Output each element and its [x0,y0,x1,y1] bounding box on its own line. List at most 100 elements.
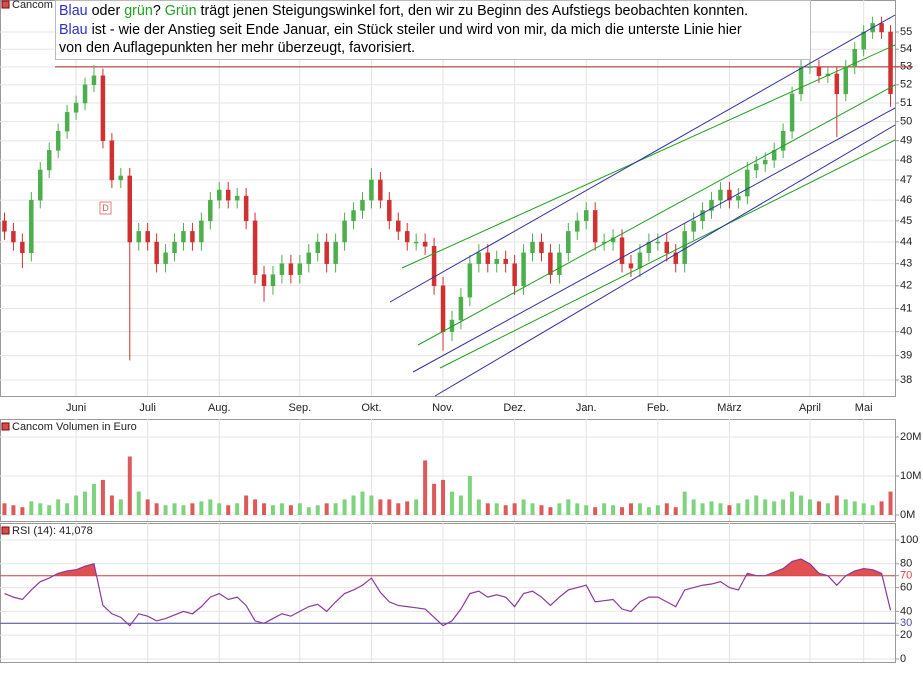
volume-bar [190,503,195,515]
candle-body [843,66,849,95]
volume-bar [47,505,52,515]
volume-bar [333,503,338,515]
candle-body [172,241,177,254]
candle-body [378,179,383,201]
volume-bar [38,503,43,515]
annotation-text: ist - wie der Anstieg seit Ende Januar, … [87,21,742,38]
y-tick-label: 48 [900,154,912,166]
volume-bar [718,503,723,515]
volume-bar [127,456,132,515]
candle-body [181,231,186,243]
candle-body [745,169,750,197]
candle-body [816,66,822,77]
volume-bar [423,460,428,515]
trend-line-green [439,139,896,369]
volume-bar [217,503,222,515]
volume-bar [342,499,347,515]
panel [0,0,896,397]
annotation-text: oder [87,3,125,19]
candle-body [136,231,141,243]
y-tick-label: 49 [900,135,912,147]
legend-swatch [1,0,10,9]
candle-body [440,285,446,332]
volume-bar [100,479,105,515]
volume-bar [664,503,669,515]
volume-bar [360,491,365,515]
volume-bar [288,505,293,515]
y-tick-label: 10M [900,470,921,482]
volume-bar [521,499,526,515]
legend-swatch [1,526,10,535]
candle-body [252,220,258,275]
candle-body [100,75,106,141]
volume-bar [136,491,141,515]
x-tick-label: Juni [66,402,86,414]
trend-lines [389,14,896,397]
chart-title: Cancom Volumen in Euro [12,421,137,433]
candle-body [503,259,508,264]
volume-bar [396,503,401,515]
y-tick-label: 40 [900,326,912,338]
trend-line-blue [434,124,896,397]
volume-bar [790,491,795,515]
volume-bar [297,503,302,515]
candle-body [261,274,267,287]
volume-bar [763,499,768,515]
volume-bar [745,499,750,515]
candle-body [127,175,133,243]
candle-body [530,241,535,254]
candle-body [834,73,840,95]
panel [0,523,896,663]
volume-bar [709,501,714,515]
volume-bar [682,491,687,515]
candle-body [521,252,526,287]
x-tick-label: Sep. [289,402,312,414]
y-tick-label: 60 [900,582,912,594]
volume-bar [181,505,186,515]
candle-body [700,210,705,222]
volume-bar [646,507,651,515]
candle-body [387,199,392,222]
volume-bar [467,476,472,515]
volume-bar [781,499,786,515]
volume-bar [700,503,705,515]
x-tick-label: Feb. [647,402,669,414]
candle-body [789,93,795,132]
volume-bar [530,503,535,515]
candle-body [431,246,437,287]
y-tick-label: 0 [900,653,906,665]
y-tick-label: 0M [900,509,915,521]
trend-line-blue [389,14,896,303]
candle-body [288,263,294,275]
y-tick-label: 51 [900,97,912,109]
volume-bar [351,495,356,515]
candle-body [315,241,320,254]
volume-bar [29,501,34,515]
x-tick-label: Jan. [576,402,597,414]
candle-body [279,263,285,275]
candle-body [20,241,25,254]
x-tick-label: Nov. [432,402,454,414]
volume-bar [324,503,329,515]
candle-body [655,241,661,244]
y-tick-label: 42 [900,280,912,292]
volume-bar [208,499,213,515]
annotation-line: Blau ist - wie der Anstieg seit Ende Jan… [59,21,807,40]
volume-bar [611,505,616,515]
candle-body [557,252,562,275]
chart-title: RSI (14): 41,078 [12,525,93,537]
y-tick-label: 40 [900,605,912,617]
candle-body [297,263,303,275]
volume-bar [772,501,777,515]
volume-bar [235,503,240,515]
annotation-text: Blau [59,21,88,38]
volume-bar [154,503,159,515]
annotation-text: Grün [164,3,197,19]
candle-body [807,66,813,69]
volume-bar [602,503,607,515]
volume-bar [244,495,249,515]
volume-bar [754,495,759,515]
volume-bar [888,491,893,515]
y-tick-label: 45 [900,215,912,227]
annotation-line: von den Auflagepunkten her mehr überzeug… [59,39,807,58]
